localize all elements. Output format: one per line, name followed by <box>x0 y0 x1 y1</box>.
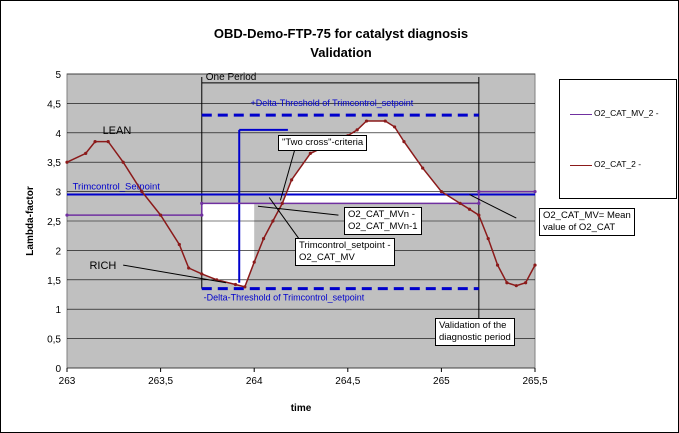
series-raw-point <box>140 190 144 194</box>
series-mv-point <box>477 201 481 205</box>
y-tick-label: 1 <box>55 305 61 316</box>
x-axis-label: time <box>291 403 312 414</box>
series-raw-point <box>393 125 397 129</box>
series-raw-point <box>159 213 163 217</box>
series-raw-point <box>243 285 247 289</box>
series-raw-point <box>252 260 256 264</box>
legend-swatch-mv <box>570 114 592 115</box>
y-tick-label: 0,5 <box>47 335 61 346</box>
series-raw-point <box>355 128 359 132</box>
legend-swatch-raw <box>570 165 592 166</box>
series-raw-point <box>458 201 462 205</box>
series-raw-point <box>290 178 294 182</box>
x-tick-label: 263,5 <box>148 376 173 387</box>
y-tick-label: 4 <box>55 129 61 140</box>
x-tick-label: 265 <box>433 376 450 387</box>
x-tick-label: 264 <box>246 376 263 387</box>
series-mv-point <box>200 213 204 217</box>
mv-def-pointer <box>469 194 517 219</box>
series-raw-point <box>308 151 312 155</box>
chart-subtitle: Validation <box>310 45 371 60</box>
y-tick-label: 5 <box>55 70 61 81</box>
y-tick-label: 0 <box>55 364 61 375</box>
validation-annotation: Validation of the diagnostic period <box>435 318 515 346</box>
two-cross-pointer <box>279 147 296 201</box>
mv-diff-pointer <box>257 205 339 216</box>
series-raw-point <box>271 219 275 223</box>
one-period-label: One Period <box>206 72 257 83</box>
plot-area: 0 0,5 1 1,5 2 2,5 3 3,5 4 4,5 5 263 263,5 264 264,5 265… <box>47 70 548 387</box>
series-raw-point <box>121 160 125 164</box>
series-raw-point <box>533 263 537 267</box>
rich-pointer <box>123 264 227 284</box>
y-tick-label: 3 <box>55 188 61 199</box>
series-raw-point <box>200 272 204 276</box>
series-raw-point <box>177 242 181 247</box>
series-mv-line <box>67 190 535 216</box>
y-axis-label: Lambda-factor <box>25 186 36 256</box>
plus-threshold-label: +Delta-Threshold of Trimcontrol_setpoint <box>250 98 413 108</box>
y-tick-label: 2 <box>55 246 61 257</box>
minus-threshold-label: -Delta-Threshold of Trimcontrol_setpoint <box>204 293 365 303</box>
x-tick-label: 265,5 <box>522 376 547 387</box>
x-tick-label: 263 <box>59 376 76 387</box>
series-raw-point <box>467 207 472 211</box>
series-raw-point <box>514 284 518 288</box>
chart-title: OBD-Demo-FTP-75 for catalyst diagnosis <box>214 26 468 41</box>
series-mv-point <box>65 213 69 217</box>
series-raw-point <box>402 140 406 144</box>
y-tick-label: 4,5 <box>47 99 61 110</box>
setpoint-label: Trimcontrol_Setpoint <box>73 182 161 193</box>
series-raw-point <box>233 282 238 287</box>
y-tick-label: 3,5 <box>47 158 61 169</box>
trim-minus-mv-annotation: Trimcontrol_setpoint - O2_CAT_MV <box>295 238 395 266</box>
series-raw-point <box>187 266 191 270</box>
legend-label-raw: O2_CAT_2 - <box>594 159 642 169</box>
legend: O2_CAT_MV_2 - O2_CAT_2 - <box>559 79 677 199</box>
rich-area-fill <box>201 203 255 287</box>
series-mv-point <box>533 190 537 194</box>
series-raw-point <box>383 119 387 123</box>
series-raw-point <box>477 213 481 217</box>
two-cross-annotation: "Two cross"-criteria <box>278 135 368 151</box>
series-raw-point <box>84 151 88 155</box>
series-mv-point <box>200 201 204 205</box>
mv-definition-annotation: O2_CAT_MV= Mean value of O2_CAT <box>539 208 635 236</box>
y-tick-label: 1,5 <box>47 276 61 287</box>
x-tick-label: 264,5 <box>335 376 360 387</box>
series-raw-point <box>65 160 69 164</box>
series-raw-point <box>364 119 369 123</box>
series-raw-point <box>421 166 425 170</box>
series-raw-point <box>439 190 443 194</box>
series-raw-point <box>505 281 509 285</box>
series-mv-point <box>477 190 481 194</box>
y-tick-label: 2,5 <box>47 217 61 228</box>
mv-diff-annotation: O2_CAT_MVn - O2_CAT_MVn-1 <box>344 207 422 235</box>
legend-label-mv: O2_CAT_MV_2 - <box>594 108 659 118</box>
series-raw-point <box>280 201 284 205</box>
trim-pointer <box>268 197 302 242</box>
lean-label: LEAN <box>103 125 132 137</box>
series-raw-point <box>524 281 528 285</box>
series-raw-point <box>106 140 110 144</box>
rich-label: RICH <box>89 260 116 272</box>
series-raw-point <box>93 140 97 144</box>
series-raw-point <box>495 263 500 267</box>
series-raw-point <box>486 237 490 241</box>
series-raw-point <box>261 237 266 241</box>
